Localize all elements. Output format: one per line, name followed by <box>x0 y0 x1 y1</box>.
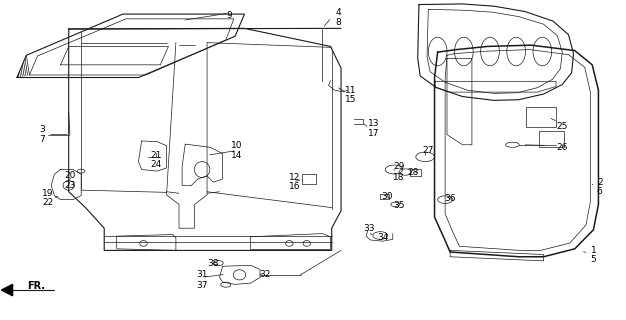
Text: 37: 37 <box>197 281 208 290</box>
Bar <box>409 169 421 176</box>
Text: 36: 36 <box>444 194 456 203</box>
Polygon shape <box>1 284 13 296</box>
Text: 32: 32 <box>259 270 270 279</box>
Text: FR.: FR. <box>27 281 44 291</box>
Text: 26: 26 <box>557 143 568 152</box>
Text: 20: 20 <box>64 172 76 180</box>
Text: 28: 28 <box>407 168 418 177</box>
Text: 6: 6 <box>597 187 603 196</box>
Text: 7: 7 <box>39 135 45 144</box>
Text: 2: 2 <box>597 178 602 187</box>
Text: 11: 11 <box>345 86 356 95</box>
Text: 14: 14 <box>231 151 243 160</box>
Bar <box>526 107 556 127</box>
Text: 29: 29 <box>393 162 404 171</box>
Text: 13: 13 <box>367 119 379 128</box>
Text: 5: 5 <box>590 255 597 264</box>
Text: 4: 4 <box>335 8 341 17</box>
Text: 9: 9 <box>226 11 232 20</box>
Text: 10: 10 <box>231 141 243 150</box>
Text: 19: 19 <box>43 189 54 198</box>
Text: 24: 24 <box>150 160 162 169</box>
Text: 21: 21 <box>150 151 162 160</box>
Text: 17: 17 <box>367 129 379 138</box>
Text: 30: 30 <box>381 192 393 201</box>
Text: 3: 3 <box>39 125 45 134</box>
Text: 25: 25 <box>557 122 568 131</box>
Text: 38: 38 <box>208 259 219 268</box>
Bar <box>381 194 389 199</box>
Bar <box>538 132 563 147</box>
Text: 12: 12 <box>289 173 300 182</box>
Text: 22: 22 <box>43 198 54 207</box>
Text: 31: 31 <box>197 270 208 279</box>
Text: 33: 33 <box>363 224 375 233</box>
Bar <box>302 174 316 184</box>
Text: 16: 16 <box>289 182 300 191</box>
Text: 18: 18 <box>393 173 405 182</box>
Text: 34: 34 <box>377 233 389 242</box>
Text: 27: 27 <box>423 146 434 155</box>
Text: 1: 1 <box>590 246 597 255</box>
Text: 15: 15 <box>345 95 356 104</box>
Text: 8: 8 <box>335 18 341 27</box>
Text: 23: 23 <box>64 181 76 190</box>
Text: 35: 35 <box>393 202 405 211</box>
